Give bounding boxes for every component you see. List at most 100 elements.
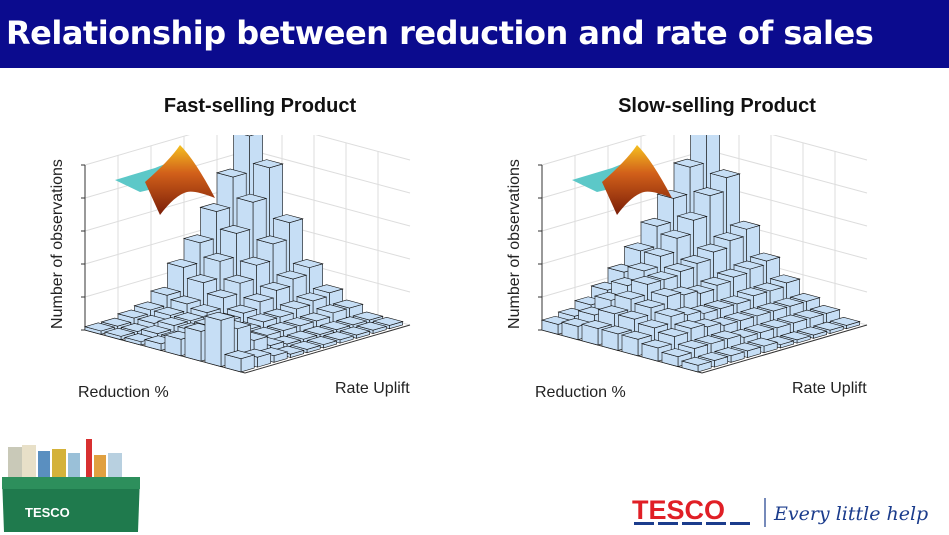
bar-top <box>739 307 772 317</box>
bar-top <box>716 268 748 278</box>
bar-top <box>246 313 278 323</box>
bar-top <box>659 229 692 239</box>
bar3d-plot <box>81 135 411 374</box>
bar <box>103 327 136 341</box>
bar-top <box>580 320 613 329</box>
bar-top <box>679 254 712 264</box>
bar-top <box>116 309 149 319</box>
bar-top <box>226 304 258 314</box>
bar-top <box>633 299 666 309</box>
grid-line <box>541 135 868 166</box>
grid-line <box>84 135 411 166</box>
bar-top <box>189 304 222 313</box>
bar-top <box>262 308 295 318</box>
bar-top <box>319 321 351 330</box>
bar <box>680 356 713 373</box>
bar-top <box>746 337 779 347</box>
bar-top <box>597 305 629 315</box>
basket-label: TESCO <box>25 505 70 520</box>
bar-top <box>335 316 368 326</box>
bar-top <box>279 300 311 310</box>
bar-top <box>315 304 348 314</box>
bar-top <box>222 274 255 284</box>
bar-top <box>769 274 801 284</box>
bar-face <box>184 326 202 362</box>
matlab-logo-icon <box>115 145 215 215</box>
bar-top <box>215 168 248 178</box>
bar-top <box>169 295 202 305</box>
bar-top <box>239 256 271 266</box>
matlab-logo-icon <box>572 145 672 215</box>
bar-top <box>249 326 282 336</box>
bar-top <box>789 293 821 302</box>
bar-top <box>699 276 732 286</box>
bar-top <box>743 324 775 333</box>
bar-top <box>680 356 713 366</box>
slow-selling-chart: Slow-selling Product Number of observati… <box>497 95 937 415</box>
bar-top <box>772 297 805 307</box>
chart-title: Slow-selling Product <box>618 95 816 117</box>
bar-top <box>829 316 861 326</box>
bar-top <box>812 321 845 331</box>
bar-top <box>623 242 655 252</box>
chart-title: Fast-selling Product <box>163 95 357 117</box>
bar-top <box>650 287 682 297</box>
bar-top <box>710 330 742 340</box>
bar-top <box>672 158 705 168</box>
bar-top <box>306 336 338 345</box>
bar-top <box>355 321 388 331</box>
bar-top <box>779 331 812 341</box>
bar-top <box>713 347 746 357</box>
slide-header: Relationship between reduction and rate … <box>0 0 949 68</box>
bar-top <box>252 159 284 169</box>
bar-top <box>332 299 364 309</box>
bar-top <box>752 282 785 292</box>
bar-top <box>149 286 182 296</box>
bar-top <box>657 328 689 337</box>
fast-selling-chart: Fast-selling Product Number of observati… <box>40 95 480 415</box>
bar-top <box>266 322 298 331</box>
bar-top <box>620 330 653 340</box>
bar-top <box>653 308 686 317</box>
bar-top <box>242 293 275 303</box>
bar-top <box>696 243 728 253</box>
bar-top <box>792 309 825 319</box>
x-axis-label: Reduction % <box>535 384 626 401</box>
bar-top <box>289 340 322 350</box>
bar-top <box>219 225 251 234</box>
bar-top <box>723 312 755 321</box>
logo-surface-orange <box>602 145 672 215</box>
bar-top <box>776 314 808 324</box>
bar-top <box>153 306 185 316</box>
bar <box>289 340 322 354</box>
bar-top <box>166 258 198 268</box>
bar-top <box>206 289 238 299</box>
bar-top <box>235 193 268 203</box>
bar-top <box>729 220 761 230</box>
tesco-logo: TESCO Every little helps <box>628 494 938 535</box>
bar-top <box>600 325 633 335</box>
bar-top <box>292 259 324 268</box>
tesco-brand: TESCO <box>632 495 725 525</box>
bar-top <box>640 339 673 349</box>
bar-top <box>299 312 331 322</box>
bar-top <box>199 203 231 212</box>
bar-top <box>182 234 215 244</box>
y-axis-label: Rate Uplift <box>792 380 867 397</box>
logo-surface-orange <box>145 145 215 215</box>
bar-top <box>203 311 236 321</box>
bar-top <box>673 320 706 329</box>
bar-top <box>639 217 672 227</box>
bar-top <box>339 326 371 336</box>
bar-top <box>286 330 318 340</box>
bar-top <box>202 252 235 262</box>
bar <box>223 350 256 373</box>
bar-top <box>796 326 828 336</box>
bar-top <box>352 311 384 321</box>
x-axis-label: Reduction % <box>78 384 169 401</box>
bar-top <box>372 316 404 326</box>
bar-top <box>282 317 315 327</box>
bar-top <box>712 232 745 241</box>
bar-top <box>703 300 735 310</box>
bar-top <box>697 352 729 361</box>
